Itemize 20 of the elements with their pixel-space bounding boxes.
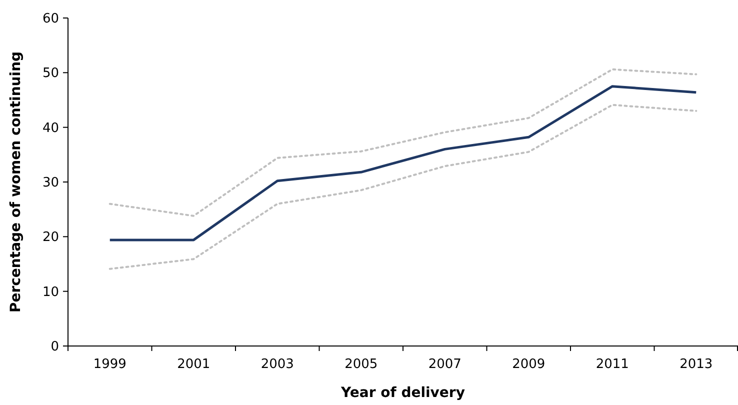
y-tick-label: 30 [42, 176, 59, 191]
line-series [108, 68, 698, 217]
y-tick-label: 10 [42, 284, 59, 300]
x-tick-label: 2011 [596, 357, 629, 372]
y-tick-label: 60 [42, 12, 59, 27]
y-tick-label: 50 [42, 66, 59, 82]
x-tick-label: 2003 [260, 357, 294, 372]
x-tick-label: 2001 [177, 357, 210, 372]
y-tick-label: 20 [42, 230, 59, 246]
line-series [108, 104, 698, 270]
line-series [108, 85, 698, 242]
x-tick-label: 1999 [93, 357, 126, 372]
y-tick-label: 0 [50, 340, 59, 355]
x-tick-label: 2009 [512, 357, 546, 372]
y-axis-title: Percentage of women continuing [8, 51, 24, 313]
x-tick-label: 2005 [344, 357, 378, 372]
x-tick-label: 2007 [428, 357, 462, 372]
y-tick-label: 40 [42, 120, 59, 136]
x-tick-label: 2013 [680, 357, 713, 372]
x-axis-title: Year of delivery [340, 385, 465, 401]
